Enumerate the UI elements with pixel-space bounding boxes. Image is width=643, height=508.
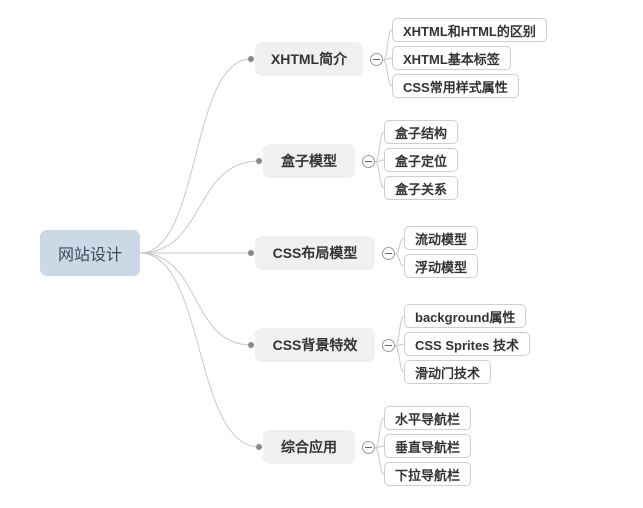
branch-node-apply[interactable]: 综合应用 <box>263 430 355 464</box>
branch-node-bg[interactable]: CSS背景特效 <box>255 328 375 362</box>
leaf-label: 流动模型 <box>415 229 467 248</box>
branch-label: XHTML简介 <box>271 49 347 69</box>
root-label: 网站设计 <box>58 241 122 265</box>
branch-label: CSS背景特效 <box>273 335 358 355</box>
leaf-label: 盒子关系 <box>395 179 447 198</box>
leaf-node[interactable]: XHTML基本标签 <box>392 46 511 70</box>
leaf-label: 盒子定位 <box>395 151 447 170</box>
leaf-node[interactable]: 浮动模型 <box>404 254 478 278</box>
collapse-toggle[interactable] <box>382 247 395 260</box>
branch-bullet <box>248 56 254 62</box>
branch-label: CSS布局模型 <box>273 243 358 263</box>
leaf-label: 垂直导航栏 <box>395 437 460 456</box>
branch-node-box[interactable]: 盒子模型 <box>263 144 355 178</box>
branch-label: 盒子模型 <box>281 151 337 171</box>
leaf-node[interactable]: 下拉导航栏 <box>384 462 471 486</box>
branch-node-layout[interactable]: CSS布局模型 <box>255 236 375 270</box>
leaf-label: 浮动模型 <box>415 257 467 276</box>
branch-label: 综合应用 <box>281 437 337 457</box>
collapse-toggle[interactable] <box>362 155 375 168</box>
leaf-node[interactable]: 流动模型 <box>404 226 478 250</box>
collapse-toggle[interactable] <box>382 339 395 352</box>
leaf-node[interactable]: XHTML和HTML的区别 <box>392 18 547 42</box>
leaf-label: 下拉导航栏 <box>395 465 460 484</box>
leaf-node[interactable]: 盒子关系 <box>384 176 458 200</box>
leaf-label: XHTML和HTML的区别 <box>403 21 536 40</box>
leaf-label: CSS Sprites 技术 <box>415 335 519 354</box>
leaf-node[interactable]: 盒子结构 <box>384 120 458 144</box>
leaf-label: 盒子结构 <box>395 123 447 142</box>
collapse-toggle[interactable] <box>370 53 383 66</box>
branch-bullet <box>256 158 262 164</box>
leaf-label: CSS常用样式属性 <box>403 77 508 96</box>
leaf-label: 滑动门技术 <box>415 363 480 382</box>
branch-bullet <box>248 250 254 256</box>
leaf-label: XHTML基本标签 <box>403 49 500 68</box>
leaf-node[interactable]: CSS常用样式属性 <box>392 74 519 98</box>
leaf-label: background属性 <box>415 307 515 326</box>
leaf-node[interactable]: 盒子定位 <box>384 148 458 172</box>
leaf-node[interactable]: CSS Sprites 技术 <box>404 332 530 356</box>
leaf-node[interactable]: background属性 <box>404 304 526 328</box>
leaf-node[interactable]: 垂直导航栏 <box>384 434 471 458</box>
leaf-node[interactable]: 滑动门技术 <box>404 360 491 384</box>
collapse-toggle[interactable] <box>362 441 375 454</box>
leaf-label: 水平导航栏 <box>395 409 460 428</box>
branch-bullet <box>248 342 254 348</box>
branch-bullet <box>256 444 262 450</box>
branch-node-xhtml[interactable]: XHTML简介 <box>255 42 363 76</box>
root-node[interactable]: 网站设计 <box>40 230 140 276</box>
leaf-node[interactable]: 水平导航栏 <box>384 406 471 430</box>
